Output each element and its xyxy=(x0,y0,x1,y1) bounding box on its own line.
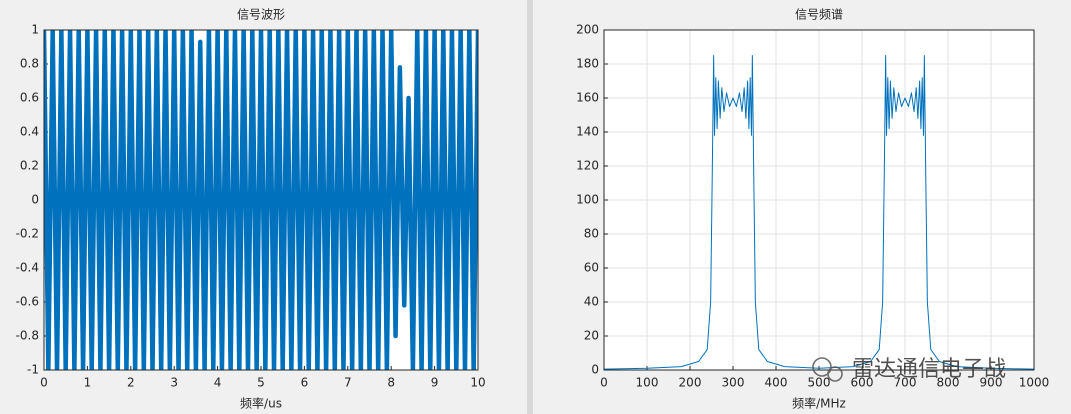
axes-box xyxy=(603,29,1035,371)
watermark: 雷达通信电子战 xyxy=(812,357,1006,382)
x-tick-label: 0 xyxy=(600,376,608,390)
line xyxy=(604,55,1034,370)
y-tick-label: -1 xyxy=(27,363,39,377)
y-tick-label: 160 xyxy=(576,91,599,105)
x-tick-label: 4 xyxy=(214,376,222,390)
y-tick-label: 140 xyxy=(576,125,599,139)
x-tick-label: 2 xyxy=(127,376,135,390)
chart-title: 信号频谱 xyxy=(795,8,843,22)
y-tick-label: 80 xyxy=(584,227,599,241)
divider xyxy=(527,0,533,414)
chart-title: 信号波形 xyxy=(237,8,285,22)
y-tick-label: 0.4 xyxy=(20,125,39,139)
x-tick-label: 1000 xyxy=(1019,376,1050,390)
y-tick-label: 180 xyxy=(576,57,599,71)
x-tick-label: 600 xyxy=(851,376,874,390)
y-tick-label: 0.8 xyxy=(20,57,39,71)
line xyxy=(44,30,478,370)
x-tick-label: 100 xyxy=(636,376,659,390)
y-tick-label: 100 xyxy=(576,193,599,207)
x-axis-label: 频率/MHz xyxy=(792,396,846,411)
y-tick-label: 0 xyxy=(591,363,599,377)
y-tick-label: 60 xyxy=(584,261,599,275)
x-tick-label: 5 xyxy=(257,376,265,390)
y-tick-label: -0.2 xyxy=(16,227,39,241)
x-tick-label: 1 xyxy=(84,376,92,390)
x-tick-label: 400 xyxy=(765,376,788,390)
watermark-text: 雷达通信电子战 xyxy=(852,357,1006,382)
x-tick-label: 900 xyxy=(980,376,1003,390)
y-tick-label: 0 xyxy=(31,193,39,207)
axes-box xyxy=(43,29,479,371)
y-tick-label: 200 xyxy=(576,23,599,37)
y-tick-label: 0.2 xyxy=(20,159,39,173)
wechat-icon xyxy=(827,366,843,382)
x-tick-label: 200 xyxy=(679,376,702,390)
wechat-icon xyxy=(812,357,832,377)
y-tick-label: -0.8 xyxy=(16,329,39,343)
x-tick-label: 8 xyxy=(387,376,395,390)
x-tick-label: 10 xyxy=(470,376,485,390)
y-tick-label: 1 xyxy=(31,23,39,37)
y-tick-label: 120 xyxy=(576,159,599,173)
x-tick-label: 3 xyxy=(170,376,178,390)
x-tick-label: 9 xyxy=(431,376,439,390)
x-tick-label: 800 xyxy=(937,376,960,390)
y-tick-label: -0.4 xyxy=(16,261,39,275)
x-tick-label: 500 xyxy=(808,376,831,390)
x-tick-label: 300 xyxy=(722,376,745,390)
x-tick-label: 7 xyxy=(344,376,352,390)
y-tick-label: -0.6 xyxy=(16,295,39,309)
x-tick-label: 0 xyxy=(40,376,48,390)
x-tick-label: 700 xyxy=(894,376,917,390)
y-tick-label: 40 xyxy=(584,295,599,309)
x-tick-label: 6 xyxy=(301,376,309,390)
y-tick-label: 0.6 xyxy=(20,91,39,105)
y-tick-label: 20 xyxy=(584,329,599,343)
x-axis-label: 频率/us xyxy=(240,396,282,411)
